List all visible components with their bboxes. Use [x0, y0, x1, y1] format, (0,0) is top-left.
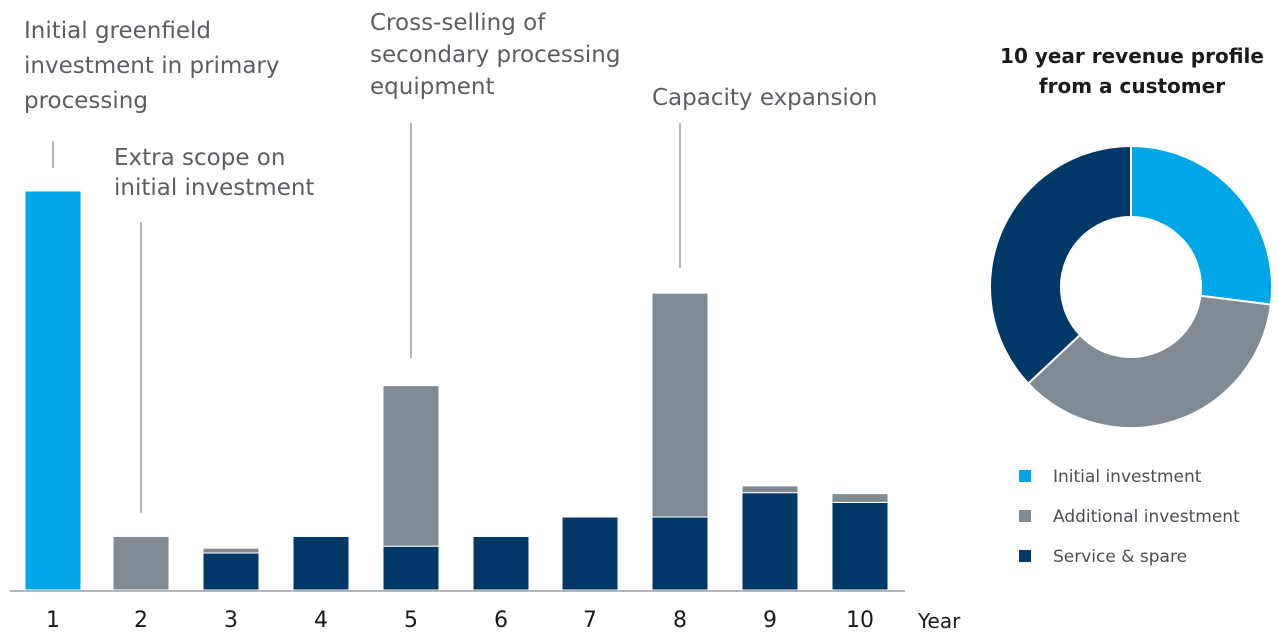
bar-year-1-initial [24, 190, 82, 591]
x-tick-3: 3 [224, 608, 238, 632]
bar-year-7-service [561, 516, 619, 591]
legend-label-additional-investment: Additional investment [1053, 507, 1240, 527]
donut-title: 10 year revenue profile from a customer [1000, 44, 1264, 98]
donut-slice-initial-investment [1130, 144, 1273, 306]
x-axis-title: Year [917, 609, 961, 632]
annotation-layer: Initial greenfield investment in primary p… [24, 10, 877, 201]
bar-year-3-service [202, 552, 260, 591]
annotation-extra-scope: Extra scope on initial investment [114, 145, 314, 201]
annotation-cross-selling: Cross-selling of secondary processing equi… [370, 10, 620, 100]
legend-swatch-service-and-spare [1019, 550, 1031, 562]
bar-year-9-service [741, 492, 799, 591]
bar-year-6-service [472, 535, 530, 591]
bar-year-8-service [651, 516, 709, 591]
bar-year-10-service [831, 501, 889, 591]
legend-swatch-additional-investment [1019, 510, 1031, 522]
bar-year-3-additional [202, 547, 260, 554]
bar-year-8-additional [651, 292, 709, 518]
x-tick-5: 5 [404, 608, 418, 632]
bar-year-4-service [292, 535, 350, 591]
x-tick-10: 10 [846, 608, 874, 632]
donut-slice-additional-investment [1026, 294, 1273, 429]
donut-slice-service-and-spare [989, 144, 1132, 385]
annotation-capacity-expansion: Capacity expansion [652, 85, 877, 111]
x-tick-2: 2 [134, 608, 148, 632]
x-tick-9: 9 [763, 608, 777, 632]
bar-year-9-additional [741, 485, 799, 494]
legend-label-initial-investment: Initial investment [1053, 467, 1202, 487]
x-tick-6: 6 [494, 608, 508, 632]
donut-legend: Initial investment Additional investment S… [1019, 467, 1240, 567]
x-tick-4: 4 [314, 608, 328, 632]
donut-chart [989, 144, 1273, 429]
x-axis-ticks: 1 2 3 4 5 6 7 8 9 10 [46, 608, 874, 632]
bar-year-2-additional [112, 535, 170, 591]
bar-chart [24, 190, 889, 591]
x-tick-7: 7 [583, 608, 597, 632]
legend-swatch-initial-investment [1019, 470, 1031, 482]
donut-title-text: 10 year revenue profile from a customer [1000, 44, 1264, 98]
guide-lines [52, 123, 681, 513]
bar-year-5-additional [382, 385, 440, 547]
x-tick-8: 8 [673, 608, 687, 632]
legend-label-service-and-spare: Service & spare [1053, 547, 1187, 567]
bar-year-5-service [382, 545, 440, 591]
bar-year-10-additional [831, 493, 889, 503]
annotation-initial-greenfield: Initial greenfield investment in primary p… [24, 18, 279, 114]
x-tick-1: 1 [46, 608, 60, 632]
